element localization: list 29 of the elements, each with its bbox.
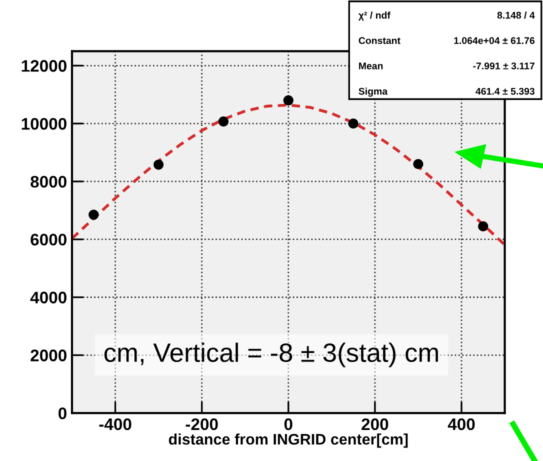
y-tick-label: 12000 <box>22 60 66 72</box>
y-tick-label: 2000 <box>30 350 66 362</box>
x-tick-label: -200 <box>186 418 218 430</box>
point <box>218 116 229 127</box>
point <box>88 210 99 220</box>
text: χ² / ndf <box>358 12 390 21</box>
x-tick-label: 0 <box>284 418 292 430</box>
y-tick-label: 0 <box>58 407 66 420</box>
annotation: -7.991 ± 3.117 <box>473 62 534 70</box>
y-tick-label: 8000 <box>30 176 66 188</box>
y-tick-label: 10000 <box>22 118 66 130</box>
point <box>153 160 164 170</box>
annotation: 461.4 ± 5.393 <box>476 88 535 95</box>
x-axis-title: distance from INGRID center[cm] <box>168 433 408 448</box>
annotation: Mean <box>359 62 383 70</box>
annotation: Sigma <box>358 88 388 97</box>
y-tick-label: 6000 <box>30 234 66 246</box>
x-tick-label: 200 <box>362 418 388 430</box>
y-tick-label: 4000 <box>30 292 66 304</box>
x-tick-label: 400 <box>448 418 475 430</box>
text: 1.064e+04 ± 61.76 <box>454 37 535 44</box>
point <box>413 158 424 170</box>
point <box>283 95 294 106</box>
x-tick-label: -400 <box>99 418 132 430</box>
text: 8.148 / 4 <box>497 12 535 19</box>
text: Constant <box>358 37 400 44</box>
annotation: cm, Vertical = -8 ± 3(stat) cm <box>104 342 438 368</box>
point <box>478 221 488 232</box>
point <box>348 118 358 129</box>
